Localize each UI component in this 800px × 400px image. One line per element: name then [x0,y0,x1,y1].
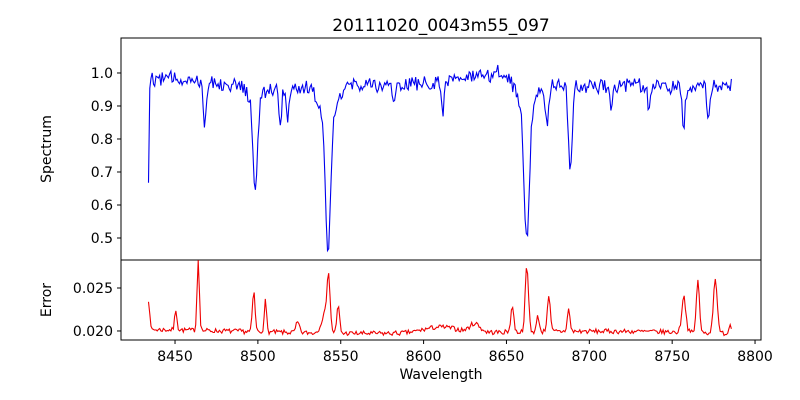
y-tick-label: 0.5 [91,231,113,247]
y-tick-label: 0.7 [91,165,113,181]
x-tick-label: 8700 [571,349,607,365]
y-tick-label: 1.0 [91,66,113,82]
y-tick-label: 0.020 [73,324,113,340]
x-tick-label: 8750 [654,349,690,365]
axis-ticks: 8450 8500 8550 8600 8650 8700 8750 8800 0.5 0.6 0.… [73,66,773,365]
x-tick-label: 8600 [406,349,442,365]
error-data-line [147,260,732,337]
x-tick-label: 8500 [240,349,276,365]
y-tick-label: 0.6 [91,198,113,214]
y-tick-label: 0.8 [91,132,113,148]
x-axis-label: Wavelength [399,367,482,383]
x-tick-label: 8800 [737,349,773,365]
error-y-axis-label: Error [39,283,55,317]
x-tick-label: 8650 [489,349,525,365]
x-tick-label: 8450 [157,349,193,365]
y-tick-label: 0.9 [91,99,113,115]
spectrum-y-axis-label: Spectrum [39,115,55,183]
chart-title: 20111020_0043m55_097 [332,16,549,36]
spectrum-axes-box [120,37,762,261]
y-tick-label: 0.025 [73,281,113,297]
x-tick-label: 8550 [323,349,359,365]
error-axes-box [120,259,762,341]
spectrum-data-line [147,64,732,253]
